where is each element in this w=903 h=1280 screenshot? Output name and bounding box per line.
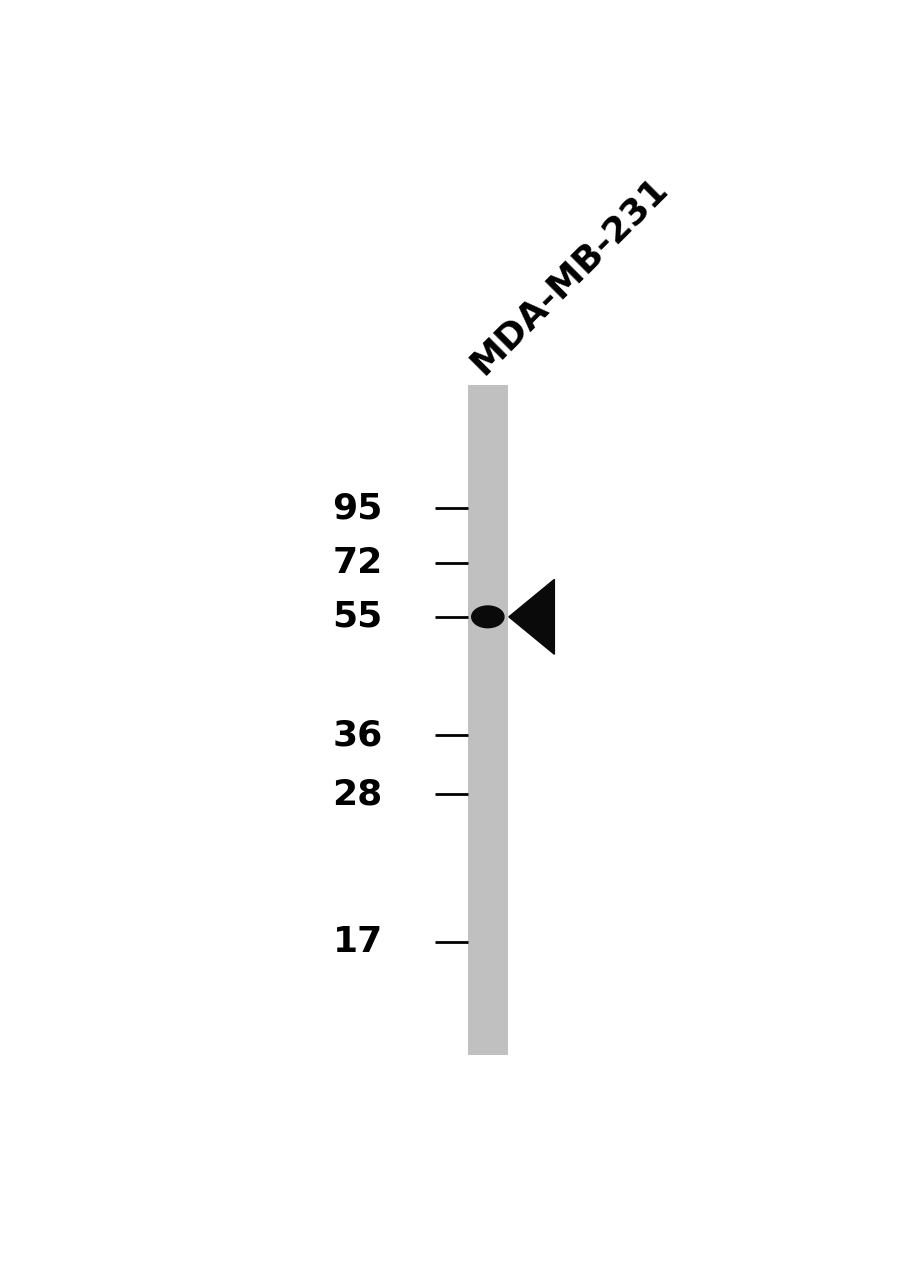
Text: MDA-MB-231: MDA-MB-231: [463, 170, 673, 380]
Text: 95: 95: [332, 492, 382, 525]
Text: 55: 55: [332, 600, 382, 634]
Ellipse shape: [471, 605, 503, 627]
Text: 17: 17: [332, 925, 382, 959]
Text: 28: 28: [332, 777, 382, 812]
Polygon shape: [508, 580, 554, 654]
Text: 72: 72: [332, 545, 382, 580]
Text: 36: 36: [332, 718, 382, 753]
Bar: [467, 385, 507, 1056]
